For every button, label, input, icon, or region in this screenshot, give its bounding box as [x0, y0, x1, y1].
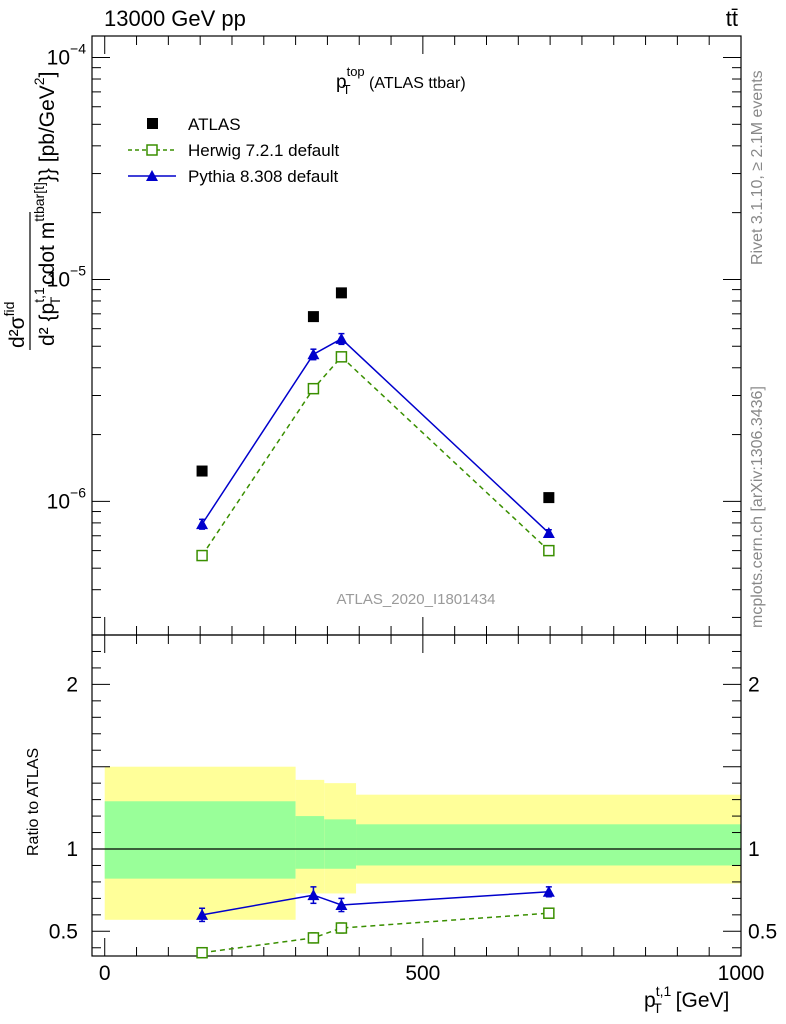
main-point-atlas-3: [543, 492, 555, 504]
ratio-point-herwig-3: [543, 907, 555, 919]
ratio-axes: 0 500 1000 0.5 0.5 1 1 2 2: [49, 634, 777, 985]
ratio-xtick-label-1: 500: [405, 962, 440, 985]
main-point-herwig-1: [307, 382, 320, 395]
main-point-pythia-2: [335, 332, 348, 344]
ratio-ytick-label-right-2: 2: [748, 673, 760, 696]
main-point-atlas-1: [307, 311, 319, 323]
main-ytick-label-0: 10−6: [47, 484, 87, 513]
main-point-pythia-0: [196, 518, 209, 530]
mcplots-label: mcplots.cern.ch [arXiv:1306.3436]: [749, 386, 766, 628]
ratio-inner-band-2: [324, 819, 357, 869]
ratio-point-herwig-0: [196, 946, 208, 959]
ratio-point-pythia-3: [542, 885, 555, 897]
main-axes: 10−6 10−5 10−4: [47, 35, 742, 636]
main-point-herwig-0: [196, 549, 208, 562]
x-axis-label: pt,1 T [GeV]: [644, 983, 729, 1016]
main-ylabel: d²σfid d² {pt,1T cdot mttbar[t]}} [pb/Ge…: [1, 72, 63, 350]
ratio-inner-band-1: [295, 816, 325, 869]
main-point-herwig-2: [335, 351, 348, 363]
legend-marker-pythia: [146, 170, 158, 181]
ratio-inner-band-3: [356, 824, 741, 866]
ratio-inner-band-0: [104, 801, 296, 879]
ratio-ytick-label-right-0: 0.5: [748, 920, 777, 943]
ratio-point-herwig-2: [335, 922, 348, 934]
ratio-series-layer: [196, 885, 555, 959]
main-point-herwig-3: [543, 544, 555, 557]
legend: ATLAS Herwig 7.2.1 default Pythia 8.308 …: [128, 115, 339, 186]
ratio-ytick-label-left-0: 0.5: [49, 920, 78, 943]
legend-marker-atlas: [147, 118, 158, 129]
ratio-ylabel: Ratio to ATLAS: [25, 748, 42, 856]
ratio-point-herwig-1: [307, 932, 320, 944]
header-left-text: 13000 GeV pp: [104, 6, 246, 31]
ylabel-numerator: d²σfid: [1, 302, 29, 348]
ratio-line-herwig: [201, 912, 549, 954]
legend-label-pythia: Pythia 8.308 default: [188, 167, 339, 186]
main-line-herwig: [201, 355, 550, 556]
main-series-layer: [196, 287, 555, 562]
ratio-ytick-label-left-1: 1: [66, 838, 78, 861]
header-right-text: tt̄: [726, 6, 738, 31]
main-line-pythia: [201, 337, 550, 534]
main-point-pythia-3: [542, 527, 555, 539]
ratio-point-pythia-1: [307, 889, 320, 901]
main-point-atlas-0: [196, 465, 208, 477]
ratio-point-pythia-0: [196, 908, 209, 920]
ratio-ytick-label-left-2: 2: [66, 673, 78, 696]
ratio-xtick-label-0: 0: [99, 962, 111, 985]
legend-label-atlas: ATLAS: [188, 115, 241, 134]
ylabel-denominator: d² {pt,1T cdot mttbar[t]}} [pb/GeV2]: [31, 72, 63, 346]
ratio-point-pythia-2: [335, 898, 348, 910]
main-title: ptop T (ATLAS ttbar): [336, 64, 466, 97]
ratio-frame: [91, 634, 742, 957]
rivet-version-label: Rivet 3.1.10, ≥ 2.1M events: [749, 70, 766, 265]
main-ytick-label-1: 10−5: [47, 262, 87, 291]
analysis-watermark: ATLAS_2020_I1801434: [336, 591, 495, 608]
ratio-xtick-label-2: 1000: [718, 962, 765, 985]
ratio-line-pythia: [201, 891, 549, 916]
legend-label-herwig: Herwig 7.2.1 default: [188, 141, 339, 160]
ratio-ytick-label-right-1: 1: [748, 838, 760, 861]
main-point-pythia-1: [307, 348, 320, 360]
legend-marker-herwig: [146, 144, 158, 156]
main-ytick-label-2: 10−4: [47, 41, 87, 70]
ratio-uncertainty-bands: [104, 766, 741, 920]
main-point-atlas-2: [335, 287, 347, 299]
